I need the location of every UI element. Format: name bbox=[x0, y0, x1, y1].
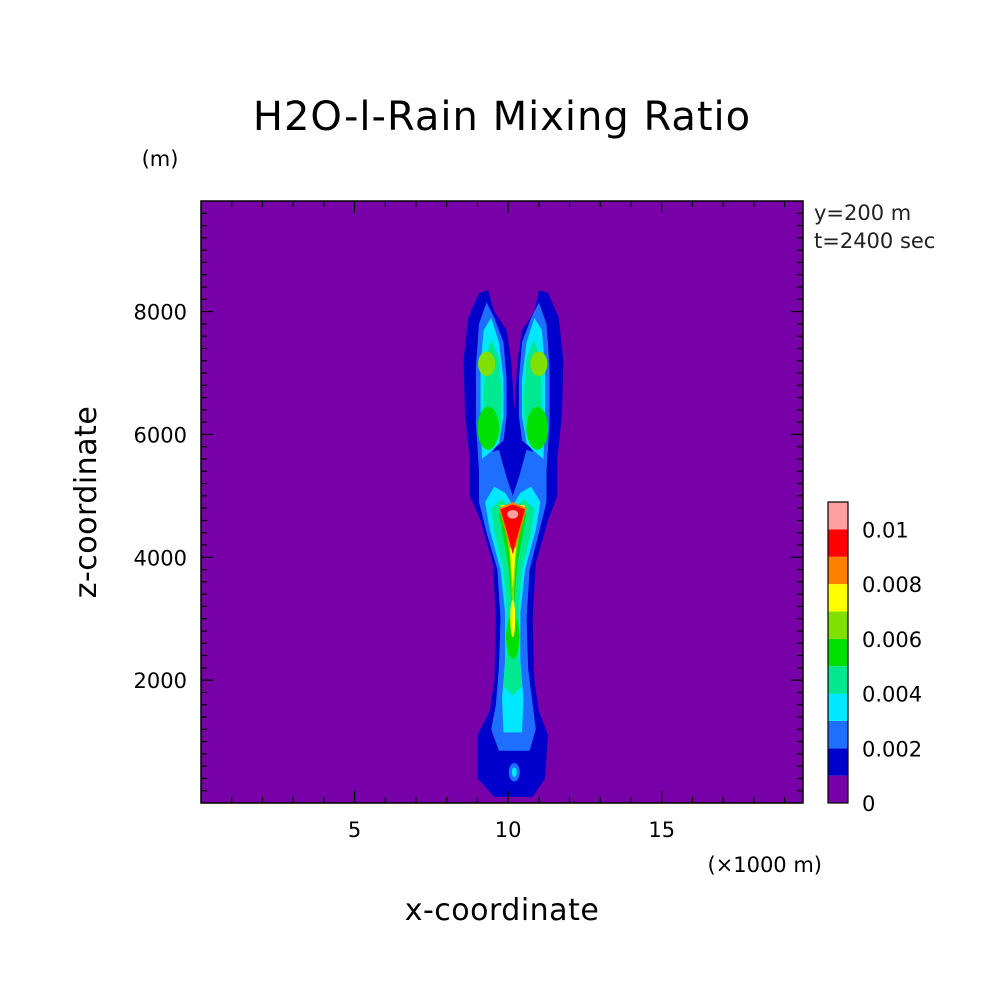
contour-fill bbox=[463, 290, 564, 797]
colorbar-frame bbox=[827, 501, 849, 804]
y-unit-label: (m) bbox=[142, 147, 179, 171]
contour-level-6-left bbox=[478, 351, 496, 377]
colorbar-swatch bbox=[828, 693, 848, 721]
x-tick-label: 15 bbox=[648, 818, 675, 842]
contour-level-6-right bbox=[530, 351, 548, 377]
colorbar-swatch bbox=[828, 556, 848, 585]
contour-level-5-core bbox=[505, 615, 520, 659]
x-axis-label: x-coordinate bbox=[405, 893, 600, 928]
colorbar-swatch bbox=[828, 638, 848, 667]
contour-level-10-peak bbox=[507, 509, 519, 519]
axis-ticks: 5 10 15 2000 4000 6000 8000 bbox=[134, 201, 803, 842]
colorbar-label: 0.002 bbox=[862, 737, 922, 761]
colorbar-label: 0.006 bbox=[862, 628, 922, 652]
contour-level-5-left bbox=[477, 406, 499, 450]
contour-level-7-column bbox=[510, 600, 516, 638]
contour-pocket-mid bbox=[509, 452, 517, 485]
x-tick-label: 10 bbox=[495, 818, 522, 842]
colorbar-label: 0.008 bbox=[862, 573, 922, 597]
colorbar-label: 0 bbox=[862, 792, 875, 816]
x-unit-label: (×1000 m) bbox=[707, 853, 822, 877]
y-tick-label: 8000 bbox=[134, 301, 187, 325]
plot-frame bbox=[200, 200, 804, 804]
colorbar-swatch bbox=[828, 748, 848, 776]
colorbar-label: 0.01 bbox=[862, 518, 909, 542]
chart-title: H2O-l-Rain Mixing Ratio bbox=[253, 94, 751, 140]
y-tick-label: 6000 bbox=[134, 423, 187, 447]
colorbar: 0 0.002 0.004 0.006 0.008 0.01 bbox=[827, 501, 922, 816]
colorbar-swatch bbox=[828, 775, 848, 803]
colorbar-label: 0.004 bbox=[862, 683, 922, 707]
contour-level-5-right bbox=[526, 406, 549, 450]
colorbar-swatch bbox=[828, 666, 848, 694]
colorbar-swatch bbox=[828, 529, 848, 557]
y-tick-label: 2000 bbox=[134, 669, 187, 693]
x-tick-label: 5 bbox=[348, 818, 361, 842]
plot-area: 5 10 15 2000 4000 6000 8000 bbox=[134, 200, 804, 842]
y-axis-label: z-coordinate bbox=[69, 406, 104, 599]
y-tick-label: 4000 bbox=[134, 546, 187, 570]
colorbar-swatch bbox=[828, 584, 848, 612]
annotation-y: y=200 m bbox=[814, 201, 911, 225]
contour-level-9-core bbox=[500, 504, 525, 555]
colorbar-swatch bbox=[828, 502, 848, 530]
colorbar-swatch bbox=[828, 611, 848, 639]
annotation-t: t=2400 sec bbox=[814, 229, 935, 253]
contour-pocket-bottom-core bbox=[511, 767, 517, 778]
colorbar-swatch bbox=[828, 720, 848, 749]
